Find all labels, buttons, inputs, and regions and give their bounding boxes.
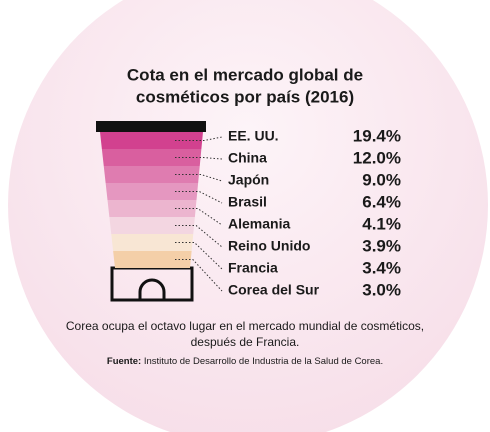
tube-segment [100, 132, 203, 149]
value-label: 19.4% [353, 126, 401, 145]
value-label: 3.4% [362, 258, 401, 277]
leader-line [175, 225, 223, 248]
tube-segment [113, 251, 192, 268]
tube-segment [111, 234, 194, 251]
background-circle [8, 0, 488, 432]
leader-line [175, 191, 223, 204]
leader-line [175, 208, 223, 226]
tube-segment [107, 200, 197, 217]
leader-line [175, 259, 223, 292]
note: después de Francia. [191, 335, 300, 349]
category-label: Francia [228, 260, 278, 276]
chart-title: Cota en el mercado global de [127, 65, 363, 84]
chart-title: cosméticos por país (2016) [136, 87, 354, 106]
source: Fuente: Instituto de Desarrollo de Indus… [107, 356, 383, 367]
note: Corea ocupa el octavo lugar en el mercad… [66, 319, 424, 333]
category-label: Alemania [228, 216, 290, 232]
category-label: Reino Unido [228, 238, 310, 254]
value-label: 12.0% [353, 148, 401, 167]
tube-segment [109, 217, 195, 234]
value-label: 4.1% [362, 214, 401, 233]
category-label: China [228, 150, 267, 166]
leader-line [175, 174, 223, 182]
tube-segment [103, 166, 200, 183]
value-label: 6.4% [362, 192, 401, 211]
tube-cap [96, 121, 206, 132]
tube-segment [101, 149, 202, 166]
category-label: Corea del Sur [228, 282, 320, 298]
category-label: Brasil [228, 194, 267, 210]
value-label: 3.9% [362, 236, 401, 255]
source-label: Fuente: [107, 356, 141, 367]
leader-line [175, 136, 223, 141]
tube-base-arch [138, 278, 166, 300]
category-label: EE. UU. [228, 128, 279, 144]
category-label: Japón [228, 172, 269, 188]
source-text: Instituto de Desarrollo de Industria de … [144, 356, 383, 367]
tube-segment [105, 183, 199, 200]
value-label: 3.0% [362, 280, 401, 299]
value-label: 9.0% [362, 170, 401, 189]
